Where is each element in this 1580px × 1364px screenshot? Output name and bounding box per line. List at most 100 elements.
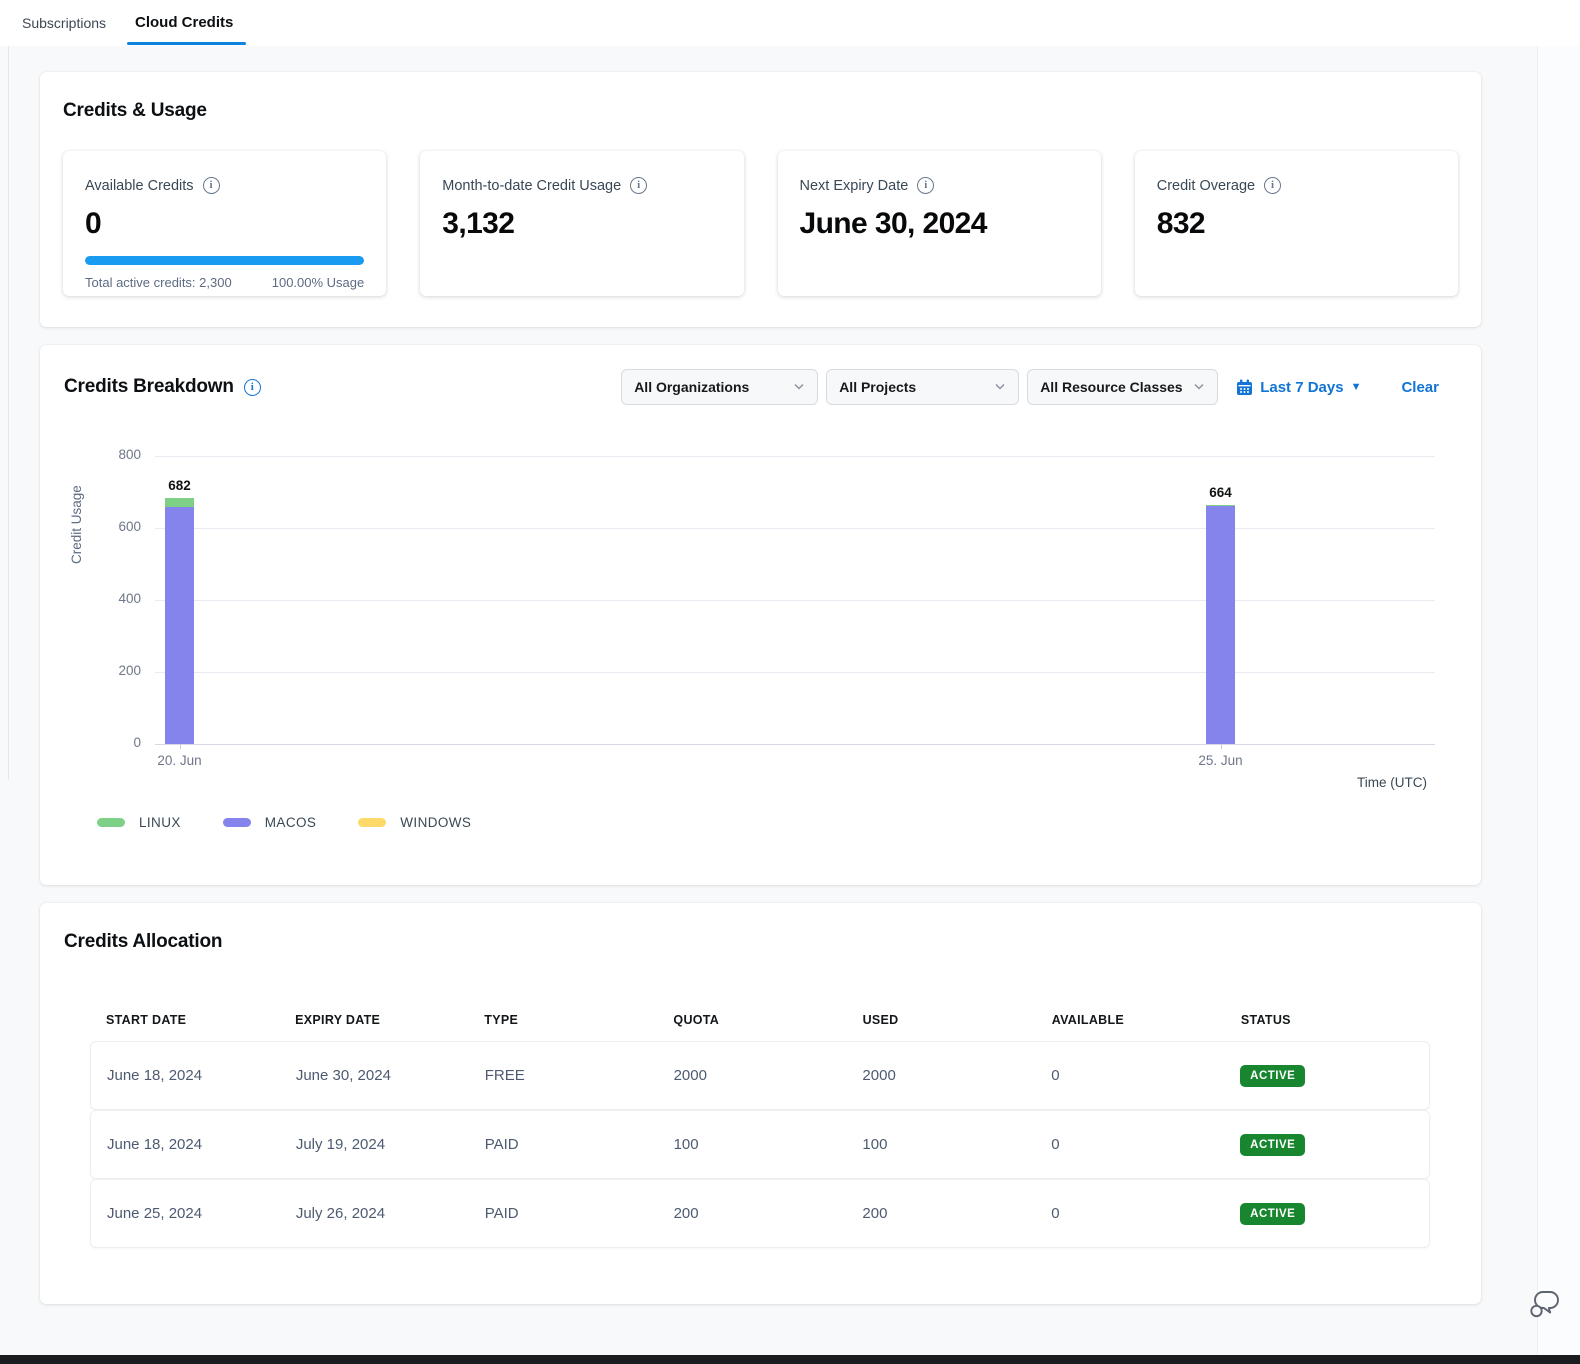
cell-start-date: June 18, 2024 <box>107 1136 296 1153</box>
chart-filters: All Organizations All Projects All Resou… <box>621 369 1457 405</box>
usage-progress-fill <box>85 256 364 265</box>
col-available: AVAILABLE <box>1052 1013 1241 1027</box>
resource-classes-select-value: All Resource Classes <box>1040 379 1182 395</box>
x-tick-label: 25. Jun <box>1198 753 1242 768</box>
status-badge: ACTIVE <box>1240 1134 1305 1156</box>
available-credits-value: 0 <box>85 207 364 241</box>
bar-total-label: 682 <box>168 478 191 493</box>
gridline: 800 <box>155 456 1435 457</box>
y-tick-label: 0 <box>99 735 141 750</box>
col-type: TYPE <box>484 1013 673 1027</box>
gridline: 600 <box>155 528 1435 529</box>
info-icon[interactable]: i <box>244 379 261 396</box>
x-tick <box>180 744 181 749</box>
resource-classes-select[interactable]: All Resource Classes <box>1027 369 1218 405</box>
bar-25-jun[interactable]: 664 <box>1206 505 1235 744</box>
x-tick <box>1221 744 1222 749</box>
credit-usage-chart: Credit Usage 800 600 400 200 0 682 664 2… <box>64 445 1457 790</box>
windows-swatch <box>358 818 386 827</box>
metrics-row: Available Credits i 0 Total active credi… <box>63 151 1458 296</box>
col-status: STATUS <box>1241 1013 1430 1027</box>
cell-expiry-date: June 30, 2024 <box>296 1067 485 1084</box>
chevron-down-icon <box>994 383 1006 391</box>
legend-label: WINDOWS <box>400 815 471 830</box>
x-axis-line: 0 <box>155 744 1435 745</box>
bar-segment-macos[interactable] <box>1206 506 1235 744</box>
bar-segment-macos[interactable] <box>165 507 194 744</box>
gridline: 400 <box>155 600 1435 601</box>
tab-bar: Subscriptions Cloud Credits <box>0 0 1580 46</box>
credits-allocation-title: Credits Allocation <box>64 931 1457 953</box>
window-bottom-edge <box>0 1355 1580 1364</box>
cell-available: 0 <box>1051 1205 1240 1222</box>
y-axis-title: Credit Usage <box>69 460 84 590</box>
cell-type: FREE <box>485 1067 674 1084</box>
credits-allocation-card: Credits Allocation START DATE EXPIRY DAT… <box>40 903 1481 1304</box>
legend-item-macos[interactable]: MACOS <box>223 815 317 830</box>
scrollbar-gutter[interactable] <box>1537 46 1580 1356</box>
date-range-picker[interactable]: Last 7 Days ▼ <box>1236 379 1361 396</box>
y-tick-label: 200 <box>99 663 141 678</box>
legend-item-windows[interactable]: WINDOWS <box>358 815 471 830</box>
organizations-select[interactable]: All Organizations <box>621 369 818 405</box>
content-left-border <box>8 46 9 780</box>
clear-filters-button[interactable]: Clear <box>1401 379 1439 396</box>
info-icon[interactable]: i <box>917 177 934 194</box>
tab-cloud-credits[interactable]: Cloud Credits <box>135 0 233 45</box>
calendar-icon <box>1236 379 1253 396</box>
projects-select[interactable]: All Projects <box>826 369 1019 405</box>
chart-plot-area: Credit Usage 800 600 400 200 0 682 664 2… <box>155 456 1435 744</box>
next-expiry-value: June 30, 2024 <box>800 207 1079 241</box>
cell-quota: 100 <box>674 1136 863 1153</box>
macos-swatch <box>223 818 251 827</box>
cell-quota: 200 <box>674 1205 863 1222</box>
col-start-date: START DATE <box>106 1013 295 1027</box>
info-icon[interactable]: i <box>1264 177 1281 194</box>
cell-expiry-date: July 19, 2024 <box>296 1136 485 1153</box>
cell-used: 2000 <box>862 1067 1051 1084</box>
cell-used: 200 <box>862 1205 1051 1222</box>
table-row[interactable]: June 18, 2024 July 19, 2024 PAID 100 100… <box>90 1110 1430 1179</box>
metric-credit-overage: Credit Overage i 832 <box>1135 151 1458 296</box>
chevron-down-icon <box>793 383 805 391</box>
tab-subscriptions-label: Subscriptions <box>22 15 106 31</box>
bar-segment-linux[interactable] <box>165 498 194 507</box>
chat-support-button[interactable] <box>1526 1288 1562 1322</box>
info-icon[interactable]: i <box>630 177 647 194</box>
table-row[interactable]: June 25, 2024 July 26, 2024 PAID 200 200… <box>90 1179 1430 1248</box>
metric-next-expiry: Next Expiry Date i June 30, 2024 <box>778 151 1101 296</box>
usage-progress-bar <box>85 256 364 265</box>
legend-label: LINUX <box>139 815 181 830</box>
available-credits-label: Available Credits <box>85 178 194 194</box>
bar-20-jun[interactable]: 682 <box>165 498 194 744</box>
cell-used: 100 <box>862 1136 1051 1153</box>
status-badge: ACTIVE <box>1240 1203 1305 1225</box>
cell-quota: 2000 <box>674 1067 863 1084</box>
tab-cloud-credits-label: Cloud Credits <box>135 14 233 31</box>
y-tick-label: 600 <box>99 519 141 534</box>
col-used: USED <box>863 1013 1052 1027</box>
projects-select-value: All Projects <box>839 379 916 395</box>
table-header-row: START DATE EXPIRY DATE TYPE QUOTA USED A… <box>90 1013 1430 1027</box>
linux-swatch <box>97 818 125 827</box>
metric-mtd-usage: Month-to-date Credit Usage i 3,132 <box>420 151 743 296</box>
bar-total-label: 664 <box>1209 485 1232 500</box>
total-active-credits: Total active credits: 2,300 <box>85 275 232 290</box>
active-tab-indicator <box>127 42 246 45</box>
tab-subscriptions[interactable]: Subscriptions <box>22 0 106 45</box>
mtd-usage-value: 3,132 <box>442 207 721 241</box>
gridline: 200 <box>155 672 1435 673</box>
x-axis-title: Time (UTC) <box>1357 775 1427 790</box>
credits-usage-title: Credits & Usage <box>63 100 1458 122</box>
cell-available: 0 <box>1051 1067 1240 1084</box>
x-tick-label: 20. Jun <box>157 753 201 768</box>
credit-overage-value: 832 <box>1157 207 1436 241</box>
cell-start-date: June 25, 2024 <box>107 1205 296 1222</box>
table-row[interactable]: June 18, 2024 June 30, 2024 FREE 2000 20… <box>90 1041 1430 1110</box>
legend-item-linux[interactable]: LINUX <box>97 815 181 830</box>
credit-overage-label: Credit Overage <box>1157 178 1255 194</box>
y-tick-label: 400 <box>99 591 141 606</box>
caret-down-icon: ▼ <box>1351 381 1362 393</box>
info-icon[interactable]: i <box>203 177 220 194</box>
mtd-usage-label: Month-to-date Credit Usage <box>442 178 621 194</box>
